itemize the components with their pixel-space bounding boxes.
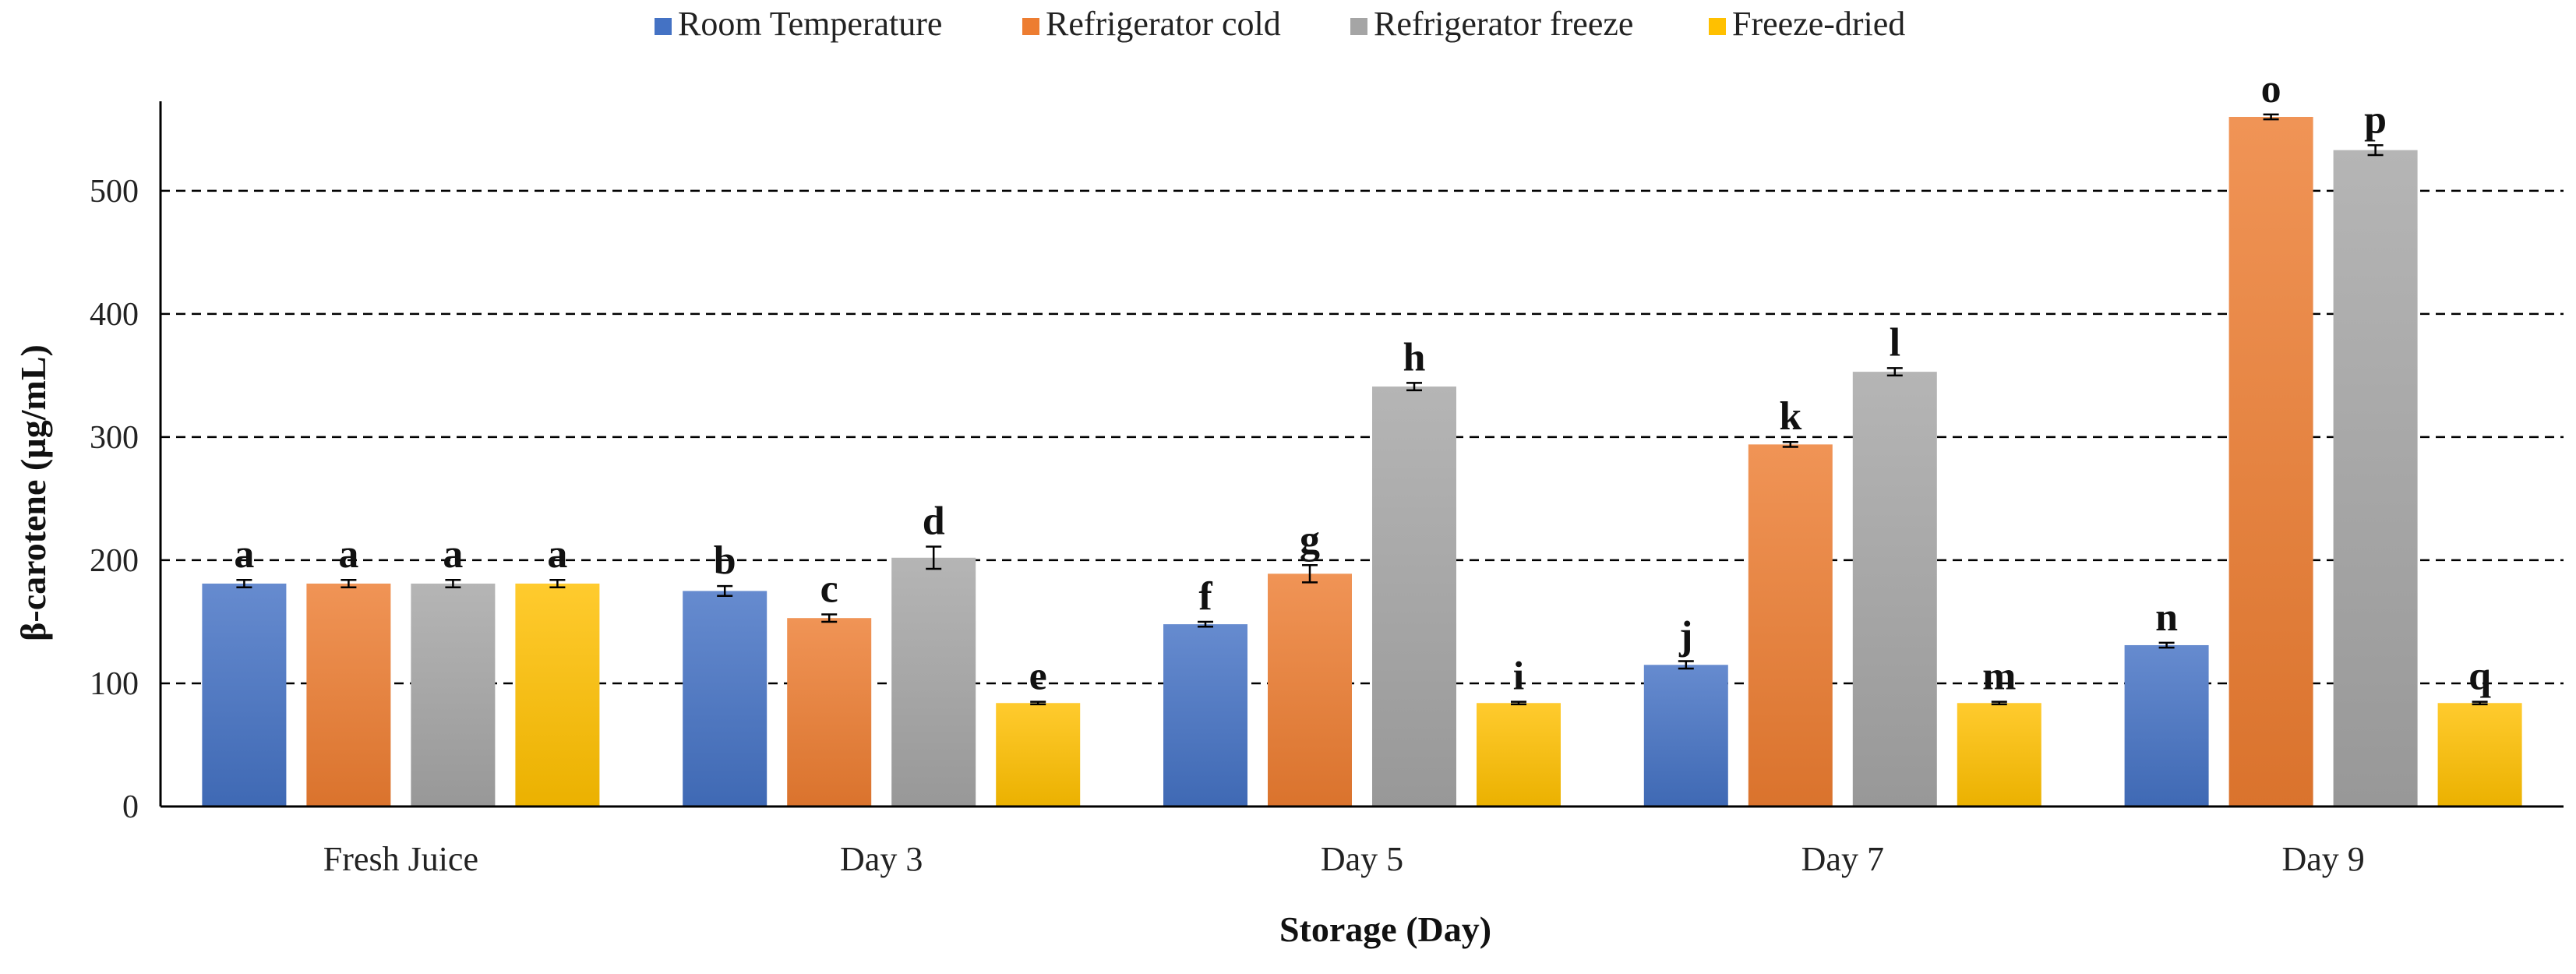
significance-letter: l bbox=[1890, 320, 1900, 365]
significance-letter: a bbox=[338, 532, 358, 577]
y-tick-label: 0 bbox=[122, 789, 139, 825]
legend: Room Temperature Refrigerator cold Refrige… bbox=[655, 5, 1905, 43]
bar-room-temperature-3 bbox=[1643, 665, 1728, 806]
significance-letter: q bbox=[2468, 655, 2491, 699]
significance-letter: b bbox=[714, 538, 736, 583]
significance-letter: i bbox=[1513, 655, 1524, 699]
x-axis-title: Storage (Day) bbox=[1279, 909, 1491, 949]
y-tick-label: 400 bbox=[90, 297, 139, 333]
y-tick-label: 500 bbox=[90, 174, 139, 210]
bar-refrigerator-cold-0 bbox=[306, 583, 391, 806]
significance-letter: a bbox=[443, 532, 463, 577]
y-tick-label: 300 bbox=[90, 420, 139, 456]
significance-letter: c bbox=[820, 566, 838, 611]
legend-label-2: Refrigerator freeze bbox=[1374, 5, 1633, 43]
bar-refrigerator-cold-2 bbox=[1268, 573, 1352, 806]
bar-freeze-dried-1 bbox=[996, 703, 1081, 806]
x-category-label: Day 3 bbox=[840, 840, 923, 878]
legend-swatch-2 bbox=[1350, 18, 1367, 35]
bar-freeze-dried-3 bbox=[1957, 703, 2041, 806]
significance-letter: g bbox=[1300, 517, 1320, 562]
bar-refrigerator-cold-1 bbox=[787, 618, 872, 806]
legend-swatch-1 bbox=[1022, 18, 1039, 35]
x-category-label: Day 9 bbox=[2281, 840, 2364, 878]
bar-refrigerator-freeze-3 bbox=[1852, 372, 1937, 807]
significance-letter: p bbox=[2364, 97, 2387, 142]
legend-swatch-0 bbox=[655, 18, 672, 35]
bar-freeze-dried-2 bbox=[1477, 703, 1561, 806]
significance-letter: d bbox=[923, 499, 945, 544]
significance-letter: n bbox=[2155, 595, 2178, 640]
bar-freeze-dried-0 bbox=[515, 583, 600, 806]
bar-freeze-dried-4 bbox=[2437, 703, 2522, 806]
x-category-label: Day 5 bbox=[1321, 840, 1403, 878]
x-category-label: Fresh Juice bbox=[323, 840, 478, 878]
significance-letter: m bbox=[1982, 655, 2016, 699]
significance-letter: j bbox=[1678, 614, 1692, 658]
legend-swatch-3 bbox=[1709, 18, 1726, 35]
y-tick-label: 200 bbox=[90, 543, 139, 579]
bars bbox=[202, 113, 2522, 807]
significance-letter: h bbox=[1403, 335, 1426, 379]
legend-label-0: Room Temperature bbox=[678, 5, 942, 43]
bar-room-temperature-2 bbox=[1163, 624, 1247, 806]
bar-room-temperature-0 bbox=[202, 583, 287, 806]
labels: a a a a b c d e f g h i j k l m n o p q bbox=[234, 67, 2491, 699]
bar-refrigerator-cold-4 bbox=[2228, 117, 2313, 806]
bar-refrigerator-freeze-1 bbox=[891, 557, 976, 806]
bar-room-temperature-1 bbox=[683, 591, 768, 806]
bar-refrigerator-freeze-4 bbox=[2333, 150, 2418, 806]
bar-refrigerator-freeze-2 bbox=[1372, 386, 1456, 806]
bar-room-temperature-4 bbox=[2124, 644, 2209, 806]
y-tick-label: 100 bbox=[90, 666, 139, 702]
legend-label-3: Freeze-dried bbox=[1732, 5, 1905, 43]
axes: 0 100 200 300 400 500 Fresh Juice Day 3 Day 5 Day… bbox=[13, 101, 2564, 949]
significance-letter: e bbox=[1029, 655, 1047, 699]
significance-letter: k bbox=[1779, 394, 1801, 439]
y-axis-title: β-carotene (µg/mL) bbox=[13, 344, 53, 641]
significance-letter: a bbox=[234, 532, 254, 577]
x-category-label: Day 7 bbox=[1801, 840, 1884, 878]
significance-letter: f bbox=[1198, 574, 1212, 619]
legend-label-1: Refrigerator cold bbox=[1046, 5, 1281, 43]
bar-refrigerator-cold-3 bbox=[1748, 444, 1833, 806]
significance-letter: o bbox=[2261, 67, 2281, 111]
significance-letter: a bbox=[547, 532, 567, 577]
bar-refrigerator-freeze-0 bbox=[411, 583, 496, 806]
